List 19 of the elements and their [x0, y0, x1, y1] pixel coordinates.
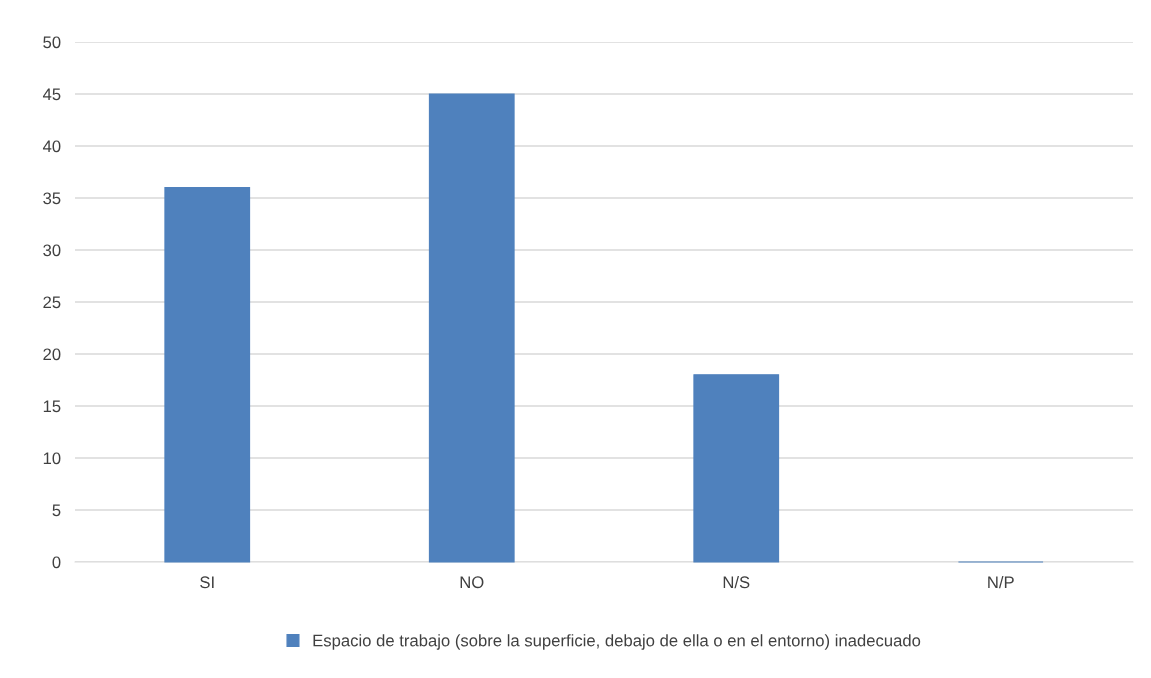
bar — [164, 187, 251, 563]
x-tick-label: NO — [460, 576, 484, 589]
y-tick-label: 0 — [52, 556, 61, 569]
x-tick-label: N/S — [723, 575, 750, 589]
y-tick-label: 45 — [42, 88, 61, 101]
legend-label: Espacio de trabajo (sobre la superficie, debajo de ella o en el entorno) inadecuado — [313, 634, 921, 650]
y-tick-label: 40 — [42, 140, 61, 153]
y-tick-label: 10 — [43, 452, 61, 465]
bar — [428, 93, 515, 563]
x-tick-label: N/P — [988, 575, 1014, 589]
y-tick-label: 5 — [52, 504, 61, 517]
bar — [693, 374, 780, 563]
x-tick-label: SI — [200, 576, 214, 589]
y-tick-label: 15 — [43, 400, 61, 413]
y-tick-label: 50 — [43, 36, 61, 49]
y-tick-label: 20 — [43, 348, 61, 361]
y-tick-label: 25 — [43, 296, 61, 309]
y-tick-label: 35 — [43, 192, 61, 205]
y-tick-label: 30 — [43, 244, 61, 257]
